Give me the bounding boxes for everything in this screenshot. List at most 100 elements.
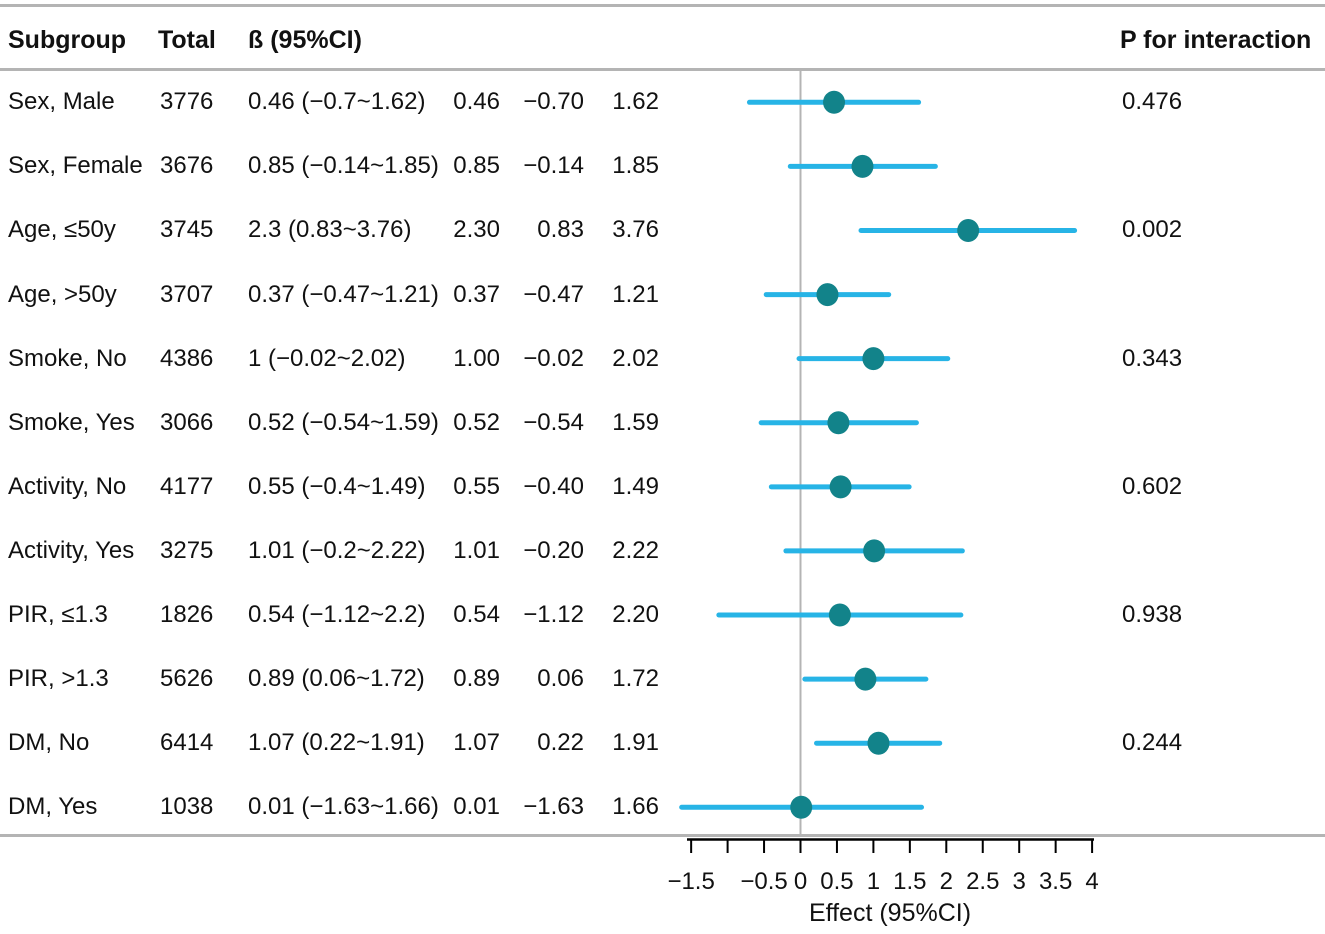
ci-upper-value: 2.02 <box>612 344 659 372</box>
beta-ci-text: 0.89 (0.06~1.72) <box>248 665 425 693</box>
effect-point <box>863 539 886 563</box>
table-row: PIR, ≤1.3 1826 0.54 (−1.12~2.2) 0.54 −1.… <box>0 583 1325 647</box>
table-row: PIR, >1.3 5626 0.89 (0.06~1.72) 0.89 0.0… <box>0 647 1325 711</box>
x-axis-tick-label: 3.5 <box>1038 868 1073 895</box>
column-header-total: Total <box>158 26 216 54</box>
beta-ci-text: 0.37 (−0.47~1.21) <box>248 280 439 308</box>
subgroup-label: PIR, >1.3 <box>8 665 109 693</box>
effect-point <box>829 475 852 499</box>
x-axis-tick-label: 2.5 <box>966 868 1000 895</box>
total-value: 4386 <box>160 344 214 372</box>
subgroup-label: Activity, No <box>8 472 127 500</box>
effect-point <box>851 154 874 178</box>
effect-point <box>862 347 885 371</box>
top-rule <box>0 4 1325 7</box>
p-interaction-value <box>1122 134 1252 198</box>
effect-point <box>823 90 846 114</box>
column-header-beta-ci: ß (95%CI) <box>248 26 362 54</box>
ci-upper-value: 1.66 <box>612 793 659 821</box>
effect-value: 1.00 <box>453 344 500 372</box>
x-axis-tick-label: 1.5 <box>893 868 927 895</box>
ci-lower-value: 0.22 <box>537 729 584 757</box>
ci-lower-value: 0.06 <box>537 665 584 693</box>
table-row: DM, Yes 1038 0.01 (−1.63~1.66) 0.01 −1.6… <box>0 775 1325 839</box>
x-axis-tick-label: −1.5 <box>667 868 715 895</box>
ci-lower-value: −0.54 <box>523 408 584 436</box>
x-axis-tick-label: 0.5 <box>820 868 854 895</box>
bottom-rule <box>0 834 1325 837</box>
ci-upper-value: 1.72 <box>612 665 659 693</box>
ci-upper-value: 1.59 <box>612 408 659 436</box>
table-row: Smoke, Yes 3066 0.52 (−0.54~1.59) 0.52 −… <box>0 391 1325 455</box>
effect-value: 2.30 <box>453 216 500 244</box>
ci-lower-value: −0.02 <box>523 344 584 372</box>
total-value: 1826 <box>160 601 214 629</box>
total-value: 3707 <box>160 280 214 308</box>
total-value: 3066 <box>160 408 214 436</box>
beta-ci-text: 0.55 (−0.4~1.49) <box>248 472 426 500</box>
beta-ci-text: 1 (−0.02~2.02) <box>248 344 406 372</box>
p-interaction-value: 0.938 <box>1122 601 1183 629</box>
total-value: 3275 <box>160 536 214 564</box>
p-interaction-value <box>1122 519 1252 583</box>
total-value: 3676 <box>160 152 214 180</box>
p-interaction-value: 0.476 <box>1122 88 1183 116</box>
x-axis-title: Effect (95%CI) <box>808 899 972 927</box>
effect-value: 1.07 <box>453 729 500 757</box>
ci-lower-value: −0.47 <box>523 280 584 308</box>
table-row: Activity, Yes 3275 1.01 (−0.2~2.22) 1.01… <box>0 519 1325 583</box>
beta-ci-text: 0.52 (−0.54~1.59) <box>248 408 439 436</box>
effect-value: 0.54 <box>453 601 500 629</box>
subgroup-label: Smoke, No <box>8 344 127 372</box>
effect-point <box>867 731 890 755</box>
effect-point <box>828 603 851 627</box>
x-axis-tick-label: 3 <box>1012 868 1026 895</box>
table-row: Sex, Male 3776 0.46 (−0.7~1.62) 0.46 −0.… <box>0 70 1325 134</box>
ci-lower-value: −0.14 <box>523 152 584 180</box>
header-separator-rule <box>0 68 1325 71</box>
p-interaction-value <box>1122 775 1252 839</box>
beta-ci-text: 0.46 (−0.7~1.62) <box>248 88 426 116</box>
beta-ci-text: 0.01 (−1.63~1.66) <box>248 793 439 821</box>
table-row: Activity, No 4177 0.55 (−0.4~1.49) 0.55 … <box>0 455 1325 519</box>
table-row: DM, No 6414 1.07 (0.22~1.91) 1.07 0.22 1… <box>0 711 1325 775</box>
subgroup-label: Age, >50y <box>8 280 117 308</box>
ci-upper-value: 1.85 <box>612 152 659 180</box>
p-interaction-value: 0.602 <box>1122 472 1183 500</box>
ci-lower-value: −1.63 <box>523 793 584 821</box>
beta-ci-text: 0.85 (−0.14~1.85) <box>248 152 439 180</box>
column-header-subgroup: Subgroup <box>8 26 127 54</box>
effect-value: 0.37 <box>453 280 500 308</box>
subgroup-label: Sex, Female <box>8 152 143 180</box>
ci-lower-value: −0.70 <box>523 88 584 116</box>
effect-value: 0.46 <box>453 88 500 116</box>
beta-ci-text: 1.07 (0.22~1.91) <box>248 729 425 757</box>
beta-ci-text: 0.54 (−1.12~2.2) <box>248 601 426 629</box>
ci-upper-value: 1.91 <box>612 729 659 757</box>
ci-lower-value: −0.40 <box>523 472 584 500</box>
subgroup-label: Activity, Yes <box>8 536 135 564</box>
table-row: Age, >50y 3707 0.37 (−0.47~1.21) 0.37 −0… <box>0 263 1325 327</box>
column-header-p-interaction: P for interaction <box>1120 26 1312 54</box>
x-axis-tick-label: 4 <box>1085 868 1099 895</box>
effect-point <box>957 218 980 242</box>
ci-upper-value: 1.49 <box>612 472 659 500</box>
total-value: 4177 <box>160 472 214 500</box>
subgroup-label: PIR, ≤1.3 <box>8 601 108 629</box>
subgroup-label: DM, Yes <box>8 793 98 821</box>
x-axis-tick-label: −0.5 <box>740 868 788 895</box>
p-interaction-value <box>1122 647 1252 711</box>
total-value: 6414 <box>160 729 214 757</box>
subgroup-label: DM, No <box>8 729 90 757</box>
ci-lower-value: 0.83 <box>537 216 584 244</box>
effect-value: 0.85 <box>453 152 500 180</box>
ci-upper-value: 2.20 <box>612 601 659 629</box>
total-value: 5626 <box>160 665 214 693</box>
ci-upper-value: 1.21 <box>612 280 659 308</box>
x-axis-tick-label: 1 <box>866 868 881 895</box>
ci-upper-value: 2.22 <box>612 536 659 564</box>
effect-value: 0.89 <box>453 665 500 693</box>
effect-point <box>816 283 839 307</box>
x-axis-tick-label: 0 <box>793 868 808 895</box>
